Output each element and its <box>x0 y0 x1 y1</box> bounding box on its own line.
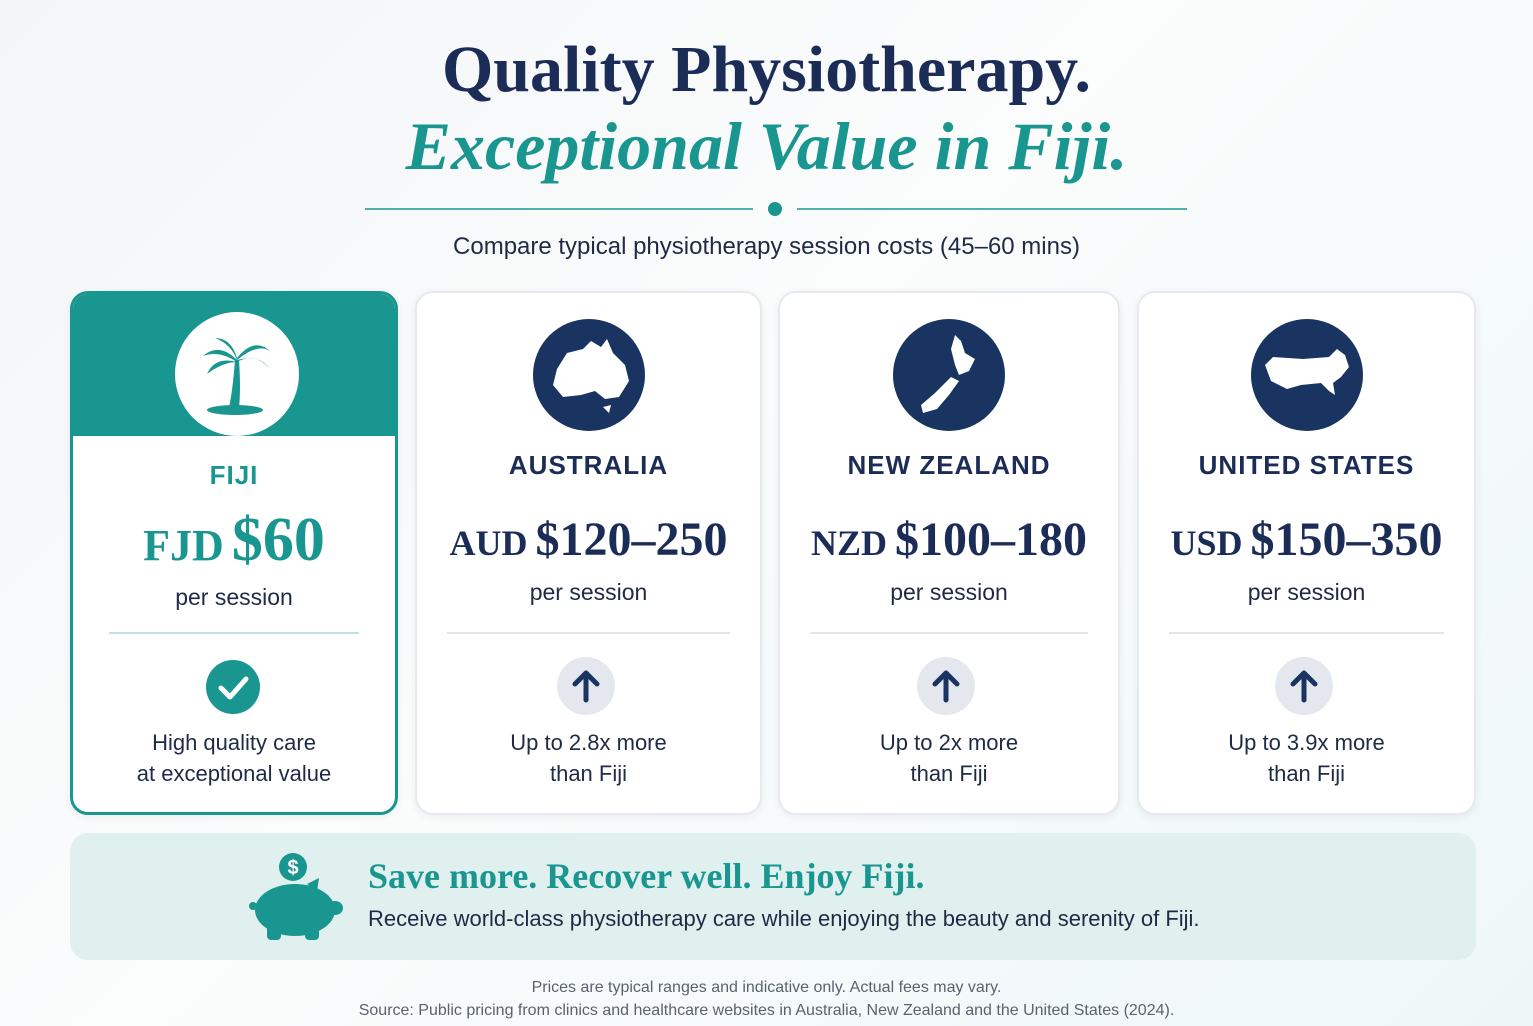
price-card: NEW ZEALAND NZD $100–180 per session Up to 2… <box>778 291 1120 815</box>
subtitle: Compare typical physiotherapy session co… <box>453 233 1080 260</box>
amount: $60 <box>231 506 325 574</box>
country-map-icon <box>1250 319 1363 431</box>
up-arrow-icon <box>917 657 975 715</box>
divider <box>1169 632 1444 634</box>
currency: FJD <box>143 521 224 570</box>
note-line: Up to 2x more <box>879 730 1019 755</box>
currency: NZD <box>810 523 887 563</box>
note-line: High quality care <box>152 730 316 755</box>
price: NZD $100–180 <box>780 512 1118 567</box>
per-session: per session <box>1247 579 1366 605</box>
title: Quality Physiotherapy. <box>441 33 1092 106</box>
note-line: than Fiji <box>1267 761 1346 786</box>
note-line: Up to 2.8x more <box>510 730 667 755</box>
note-line: at exceptional value <box>136 761 332 786</box>
up-arrow-icon <box>556 657 615 715</box>
amount: $120–250 <box>535 513 728 566</box>
country-map-icon <box>893 319 1005 431</box>
note-line: Up to 3.9x more <box>1228 730 1385 755</box>
source-note: Source: Public pricing from clinics and … <box>358 1002 1175 1019</box>
piggy-bank-icon: $ <box>249 853 343 940</box>
up-arrow-icon <box>1274 657 1333 715</box>
divider <box>109 632 359 634</box>
amount: $150–350 <box>1250 513 1443 566</box>
price: AUD $120–250 <box>417 512 760 567</box>
country-name: FIJI <box>209 460 259 490</box>
price-card: AUSTRALIA AUD $120–250 per session Up to 2.8… <box>415 291 762 815</box>
svg-text:$: $ <box>287 857 298 879</box>
note-line: than Fiji <box>910 761 988 786</box>
per-session: per session <box>175 584 293 610</box>
divider <box>447 632 730 634</box>
per-session: per session <box>890 579 1008 605</box>
banner-heading: Save more. Recover well. Enjoy Fiji. <box>368 856 925 896</box>
footnote: Prices are typical ranges and indicative… <box>531 979 1002 996</box>
country-name: AUSTRALIA <box>508 450 669 480</box>
price: USD $150–350 <box>1139 512 1474 567</box>
price-card: FIJI FJD $60 per session High quality care at… <box>70 291 398 815</box>
note-line: than Fiji <box>549 761 628 786</box>
currency: USD <box>1170 523 1243 563</box>
country-name: NEW ZEALAND <box>847 450 1051 480</box>
country-map-icon <box>532 319 645 431</box>
amount: $100–180 <box>895 513 1087 566</box>
currency: AUD <box>449 523 528 563</box>
country-name: UNITED STATES <box>1198 450 1415 480</box>
check-icon <box>206 660 260 714</box>
price-card: UNITED STATES USD $150–350 per session Up to… <box>1137 291 1476 815</box>
palm-icon <box>175 312 299 436</box>
price: FJD $60 <box>73 505 395 576</box>
banner-text: Receive world-class physiotherapy care w… <box>368 906 1200 931</box>
per-session: per session <box>529 579 648 605</box>
divider <box>365 202 1187 216</box>
title-accent: Exceptional Value in Fiji. <box>405 108 1128 184</box>
divider <box>810 632 1088 634</box>
